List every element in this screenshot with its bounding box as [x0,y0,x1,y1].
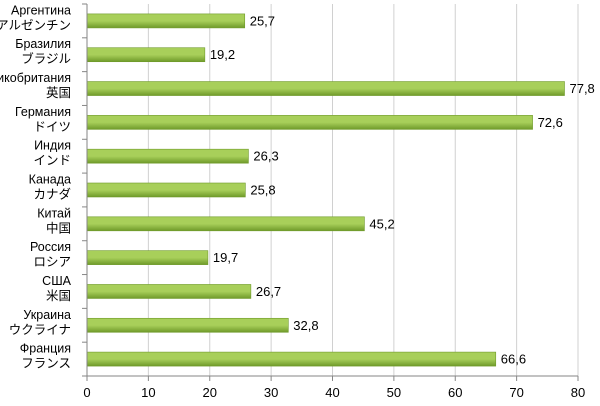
category-label: Индия [34,139,71,153]
data-label: 26,7 [256,284,281,299]
bar [86,115,533,130]
data-label: 32,8 [293,318,318,333]
category-label: Канада [29,173,71,187]
category-label: Великобритания [0,71,71,85]
category-label: Франция [20,342,71,356]
bar [86,317,289,333]
gridlines [147,4,579,376]
category-label: 中国 [46,220,71,235]
bar [86,351,497,367]
data-label: 26,3 [253,149,278,164]
x-tick-label: 60 [448,385,462,400]
category-label: アルゼンチン [0,18,71,32]
data-label: 45,2 [369,216,394,231]
data-label: 25,7 [250,13,275,28]
bar [86,148,249,164]
category-label: ブラジル [21,51,71,66]
data-label: 19,7 [213,250,238,265]
category-label: フランス [21,357,71,371]
category-label: Россия [30,240,71,254]
x-tick-label: 80 [571,385,585,400]
bar [86,47,206,63]
category-label: 米国 [46,289,71,303]
x-tick-label: 10 [141,385,155,400]
category-label: ウクライナ [9,323,71,337]
category-label: США [42,274,71,288]
x-tick-label: 40 [325,385,339,400]
x-tick-label: 50 [387,385,401,400]
data-label: 72,6 [538,115,563,130]
data-label: 66,6 [501,352,526,367]
category-label: ドイツ [33,120,71,134]
category-label: 英国 [46,86,71,100]
category-label: Германия [15,105,71,119]
category-label: ロシア [33,255,71,269]
bar [86,81,565,96]
bar [86,284,252,299]
data-label: 19,2 [210,47,235,62]
category-label: インド [33,154,71,168]
axes [82,3,579,381]
x-tick-label: 30 [264,385,278,400]
bar [86,13,246,29]
category-label: Китай [37,206,71,220]
x-tick-label: 70 [509,385,523,400]
data-label: 77,8 [569,81,594,96]
category-label: Украина [23,308,71,322]
category-label: Аргентина [11,3,71,17]
x-tick-label: 0 [83,385,90,400]
data-label: 25,8 [250,183,275,198]
bar [86,250,209,265]
x-tick-label: 20 [203,385,217,400]
category-label: Бразилия [15,37,71,51]
bars [86,13,565,367]
category-label: カナダ [33,187,71,202]
bar [86,216,365,232]
bar [86,182,246,198]
